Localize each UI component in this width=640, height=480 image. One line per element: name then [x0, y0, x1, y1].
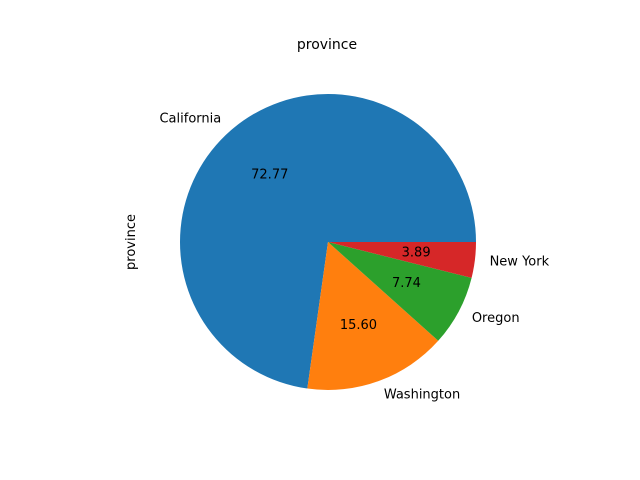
slice-value-label: 3.89 — [402, 245, 431, 260]
slice-category-label: New York — [490, 254, 550, 269]
pie-slice-oregon — [328, 242, 472, 341]
y-axis-label: province — [124, 214, 139, 270]
slice-value-label: 15.60 — [340, 318, 377, 333]
pie-slice-washington — [307, 242, 439, 390]
slice-category-label: Washington — [384, 387, 460, 402]
slice-category-label: California — [159, 112, 221, 127]
chart-title: province — [297, 37, 357, 53]
pie-slice-california — [179, 94, 476, 389]
slice-value-label: 72.77 — [251, 167, 288, 182]
slice-category-label: Oregon — [472, 311, 520, 326]
pie-slice-new-york — [328, 242, 476, 278]
pie-slices — [179, 94, 476, 390]
pie-labels: 72.77 California 15.60 Washington 7.74 Oregon… — [159, 112, 549, 403]
slice-value-label: 7.74 — [392, 276, 421, 291]
